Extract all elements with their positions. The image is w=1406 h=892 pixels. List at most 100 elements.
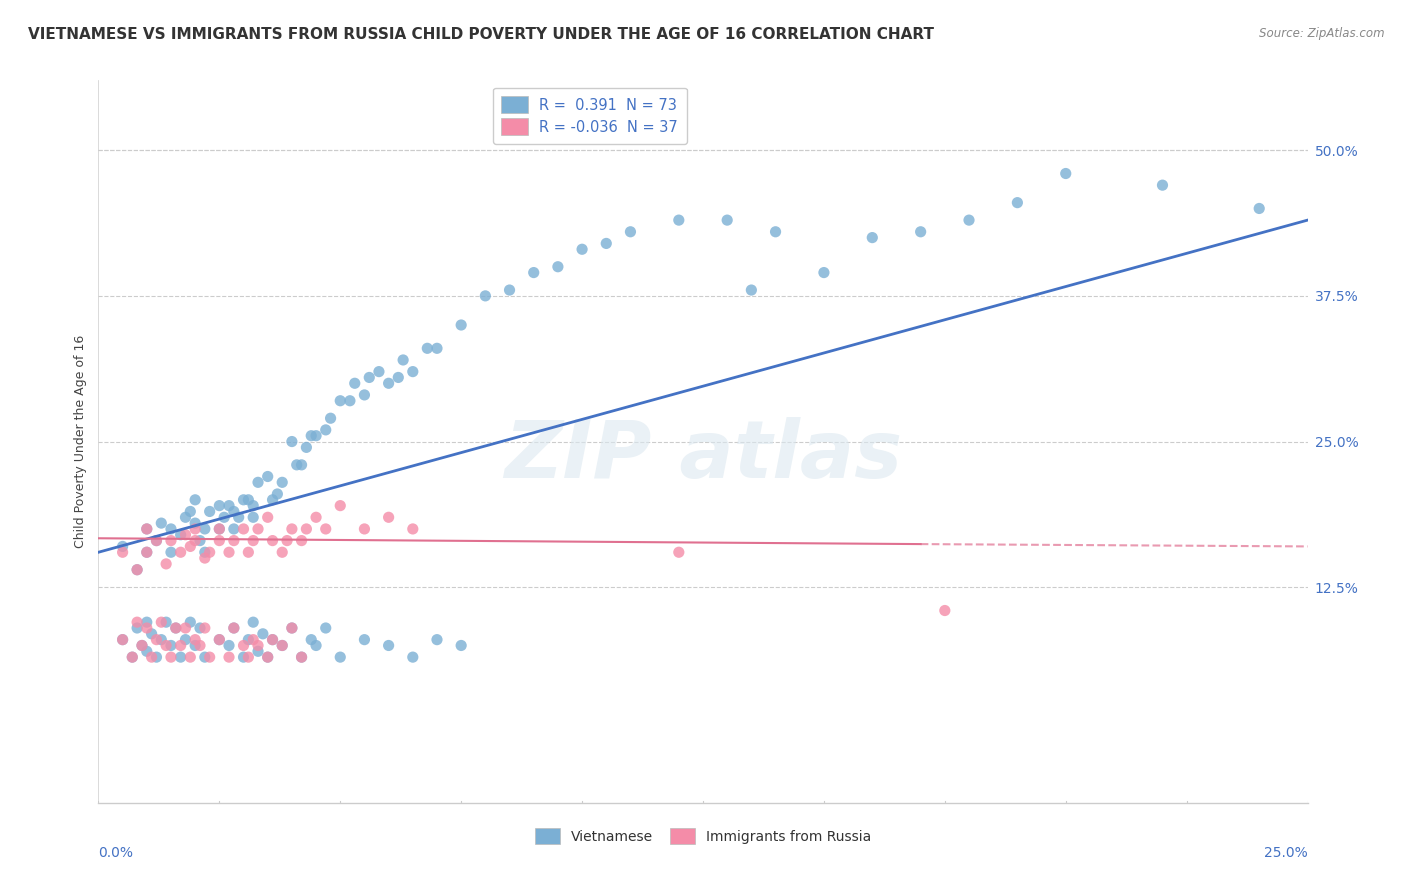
Point [135, 522, 157, 536]
Point [305, 428, 328, 442]
Point [238, 545, 260, 559]
Point [281, 522, 304, 536]
Point [179, 504, 201, 518]
Point [121, 650, 143, 665]
Point [150, 615, 173, 630]
Point [339, 393, 361, 408]
Point [160, 650, 183, 665]
Point [247, 639, 270, 653]
Point [218, 650, 240, 665]
Point [353, 388, 375, 402]
Point [208, 632, 231, 647]
Point [169, 545, 191, 559]
Point [619, 225, 641, 239]
Y-axis label: Child Poverty Under the Age of 16: Child Poverty Under the Age of 16 [75, 334, 87, 549]
Point [165, 621, 187, 635]
Point [276, 533, 298, 548]
Point [290, 533, 312, 548]
Point [813, 266, 835, 280]
Point [111, 540, 134, 554]
Point [155, 639, 177, 653]
Point [169, 528, 191, 542]
Legend: Vietnamese, Immigrants from Russia: Vietnamese, Immigrants from Russia [529, 823, 877, 850]
Point [135, 545, 157, 559]
Point [498, 283, 520, 297]
Point [222, 621, 245, 635]
Point [247, 644, 270, 658]
Point [290, 650, 312, 665]
Point [426, 341, 449, 355]
Point [262, 632, 284, 647]
Point [135, 545, 157, 559]
Point [111, 632, 134, 647]
Point [262, 492, 284, 507]
Point [450, 318, 472, 332]
Point [160, 522, 183, 536]
Point [174, 621, 197, 635]
Point [232, 650, 254, 665]
Point [160, 533, 183, 548]
Point [474, 289, 496, 303]
Point [218, 639, 240, 653]
Point [957, 213, 980, 227]
Point [194, 551, 217, 566]
Point [232, 639, 254, 653]
Point [228, 510, 250, 524]
Point [290, 458, 312, 472]
Text: Source: ZipAtlas.com: Source: ZipAtlas.com [1260, 27, 1385, 40]
Point [523, 266, 546, 280]
Point [169, 639, 191, 653]
Point [232, 522, 254, 536]
Text: VIETNAMESE VS IMMIGRANTS FROM RUSSIA CHILD POVERTY UNDER THE AGE OF 16 CORRELATI: VIETNAMESE VS IMMIGRANTS FROM RUSSIA CHI… [28, 27, 934, 42]
Point [402, 650, 425, 665]
Point [1054, 167, 1077, 181]
Point [295, 441, 318, 455]
Point [238, 632, 260, 647]
Point [281, 621, 304, 635]
Point [934, 603, 956, 617]
Point [1249, 202, 1271, 216]
Point [377, 639, 399, 653]
Point [1007, 195, 1029, 210]
Point [194, 621, 217, 635]
Text: ZIP atlas: ZIP atlas [503, 417, 903, 495]
Point [387, 370, 409, 384]
Point [184, 522, 207, 536]
Point [111, 545, 134, 559]
Point [198, 504, 221, 518]
Point [450, 639, 472, 653]
Point [238, 492, 260, 507]
Point [860, 230, 883, 244]
Point [208, 632, 231, 647]
Point [305, 510, 328, 524]
Point [184, 533, 207, 548]
Point [222, 533, 245, 548]
Point [179, 615, 201, 630]
Point [315, 621, 337, 635]
Point [135, 644, 157, 658]
Point [271, 545, 294, 559]
Point [256, 469, 278, 483]
Point [392, 353, 415, 368]
Point [145, 533, 167, 548]
Point [285, 458, 308, 472]
Point [145, 632, 167, 647]
Point [315, 423, 337, 437]
Point [290, 650, 312, 665]
Point [198, 545, 221, 559]
Point [329, 499, 352, 513]
Point [155, 557, 177, 571]
Point [194, 545, 217, 559]
Point [218, 499, 240, 513]
Point [329, 650, 352, 665]
Point [242, 615, 264, 630]
Point [668, 545, 690, 559]
Point [315, 522, 337, 536]
Point [188, 621, 211, 635]
Point [135, 522, 157, 536]
Point [150, 516, 173, 530]
Point [910, 225, 932, 239]
Point [222, 621, 245, 635]
Point [247, 522, 270, 536]
Point [165, 621, 187, 635]
